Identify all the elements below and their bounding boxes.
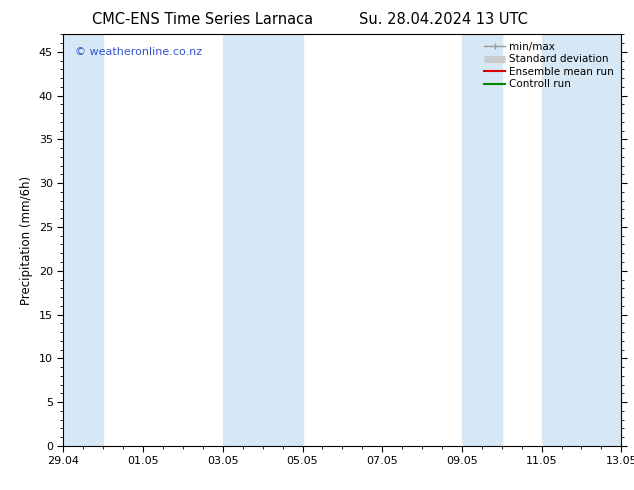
Text: Su. 28.04.2024 13 UTC: Su. 28.04.2024 13 UTC — [359, 12, 528, 27]
Bar — [541, 34, 621, 446]
Text: CMC-ENS Time Series Larnaca: CMC-ENS Time Series Larnaca — [93, 12, 313, 27]
Text: © weatheronline.co.nz: © weatheronline.co.nz — [75, 47, 202, 57]
Legend: min/max, Standard deviation, Ensemble mean run, Controll run: min/max, Standard deviation, Ensemble me… — [480, 37, 618, 94]
Bar — [223, 34, 302, 446]
Bar — [63, 34, 103, 446]
Y-axis label: Precipitation (mm/6h): Precipitation (mm/6h) — [20, 175, 34, 305]
Bar — [462, 34, 501, 446]
